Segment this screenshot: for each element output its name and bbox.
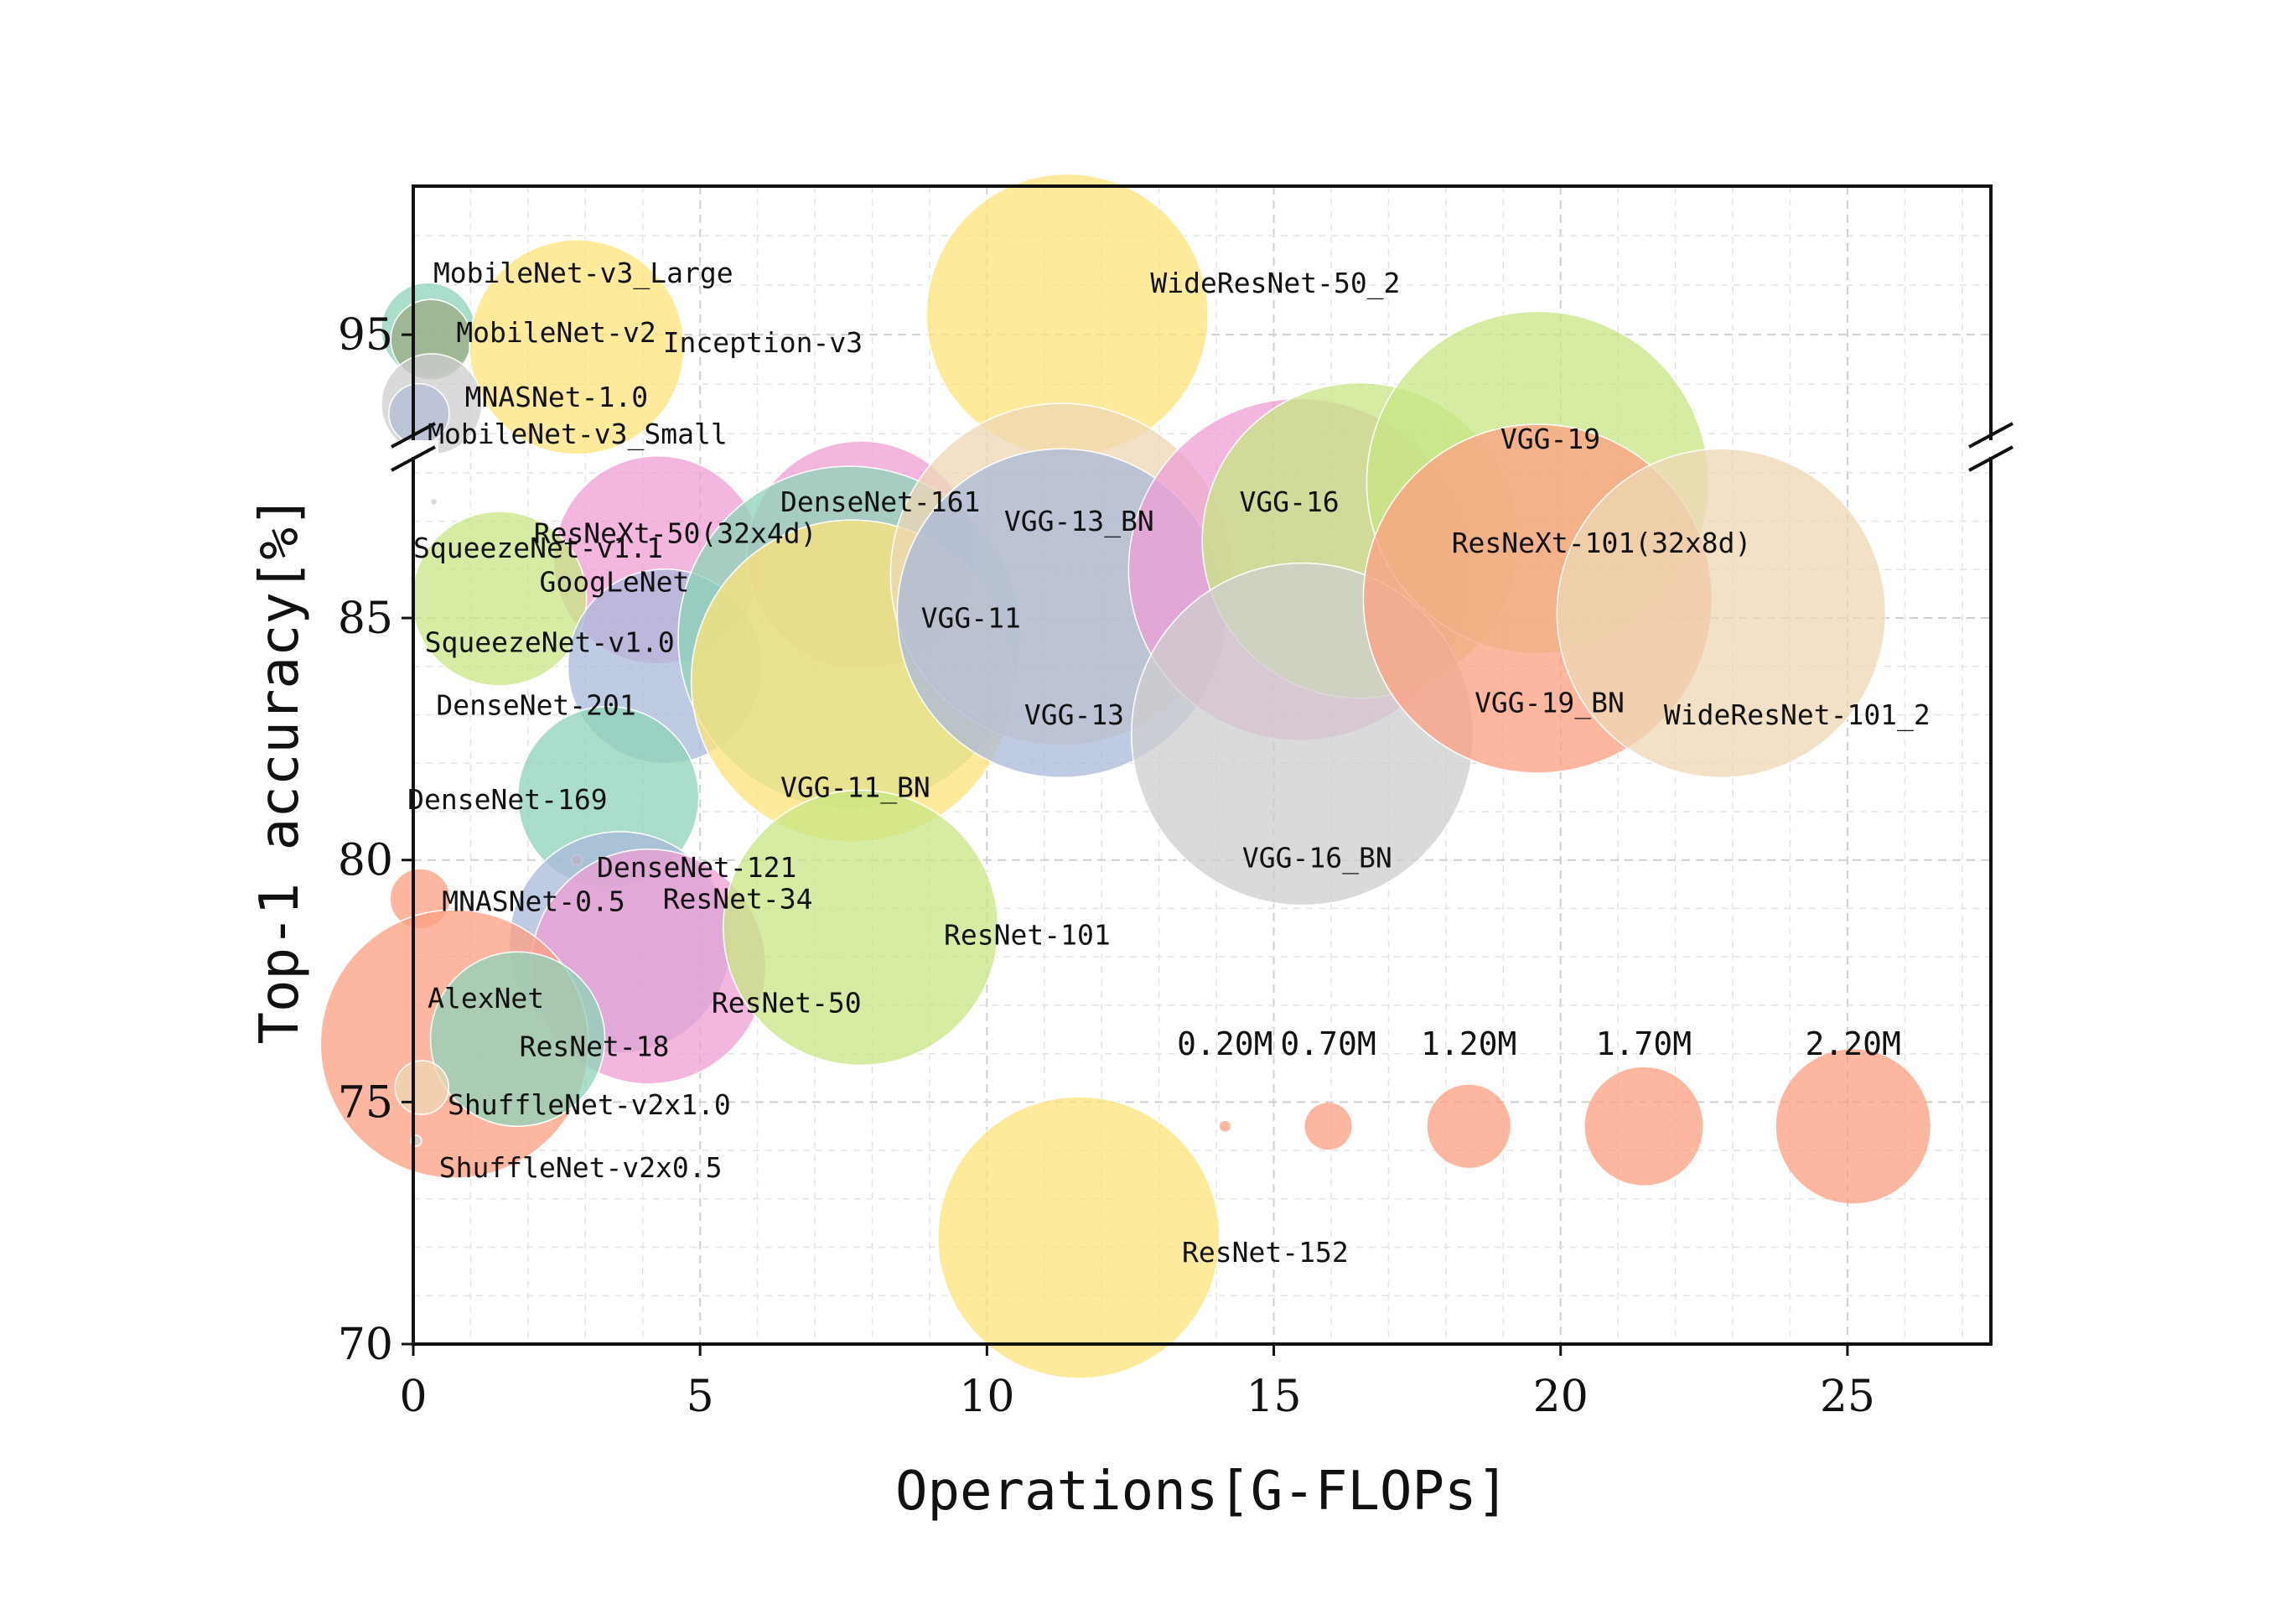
bubble-label: WideResNet-101_2	[1664, 698, 1931, 732]
bubble-label: AlexNet	[428, 982, 544, 1015]
bubble-point	[429, 497, 438, 506]
y-axis-title: Top-1 accuracy[%]	[249, 495, 311, 1044]
x-tick-label: 25	[1820, 1372, 1875, 1422]
legend-bubble	[1775, 1049, 1931, 1204]
legend-label: 1.20M	[1421, 1025, 1516, 1062]
bubble-label: MobileNet-v2	[456, 316, 656, 349]
legend-bubble	[1304, 1103, 1352, 1150]
axis-ticks: 0 5 10 15 20 25 70 75 80 85 95	[338, 310, 1875, 1422]
bubble-label: VGG-16_BN	[1242, 841, 1392, 875]
y-tick-label: 95	[338, 310, 393, 361]
bubble-label: SqueezeNet-v1.0	[425, 626, 675, 658]
break-slash	[1968, 445, 2014, 472]
bubble-label: DenseNet-121	[597, 851, 796, 884]
bubble-label: MNASNet-0.5	[442, 885, 625, 917]
bubble-label: VGG-19_BN	[1475, 687, 1625, 720]
legend-label: 1.70M	[1596, 1025, 1692, 1062]
bubble-label: GoogLeNet	[540, 565, 690, 598]
axis-break-marks	[388, 422, 2016, 472]
bubble-label: ResNet-34	[663, 882, 813, 915]
bubble-label: VGG-19	[1500, 423, 1600, 455]
y-tick-label: 75	[338, 1077, 393, 1128]
x-tick-label: 5	[687, 1372, 714, 1422]
bubble-label: VGG-11_BN	[780, 771, 930, 805]
bubble-label: SqueezeNet-v1.1	[413, 532, 663, 564]
x-tick-label: 0	[399, 1372, 427, 1422]
bubble-label: VGG-13_BN	[1004, 505, 1154, 538]
y-tick-label: 85	[338, 594, 393, 644]
break-slash	[391, 422, 436, 449]
legend-bubble	[1584, 1067, 1703, 1186]
bubble-label: DenseNet-169	[407, 783, 607, 816]
bubble-point	[429, 951, 606, 1128]
bubble-label: ShuffleNet-v2x1.0	[448, 1088, 731, 1121]
bubble-label: DenseNet-161	[780, 485, 980, 518]
legend-label: 0.70M	[1280, 1025, 1376, 1062]
bubble-label: ResNet-101	[944, 919, 1111, 952]
bubble-point	[469, 239, 685, 455]
bubble-label: VGG-11	[921, 602, 1021, 635]
size-legend: 0.20M 0.70M 1.20M 1.70M 2.20M	[1177, 1025, 1931, 1204]
x-tick-label: 20	[1533, 1372, 1589, 1422]
bubble-label: ResNet-152	[1182, 1236, 1349, 1269]
y-tick-label: 70	[338, 1320, 393, 1370]
plot-frame	[412, 184, 1993, 1346]
bubble-point	[394, 1060, 450, 1115]
bubble-label: Inception-v3	[663, 326, 863, 359]
bubble-label: MobileNet-v3_Large	[433, 257, 733, 290]
bubble-label: ResNet-50	[712, 987, 862, 1020]
bubble-label: ResNet-18	[520, 1030, 670, 1063]
bubble-point	[1556, 448, 1887, 779]
x-tick-label: 10	[959, 1372, 1014, 1422]
bubble-label: ResNeXt-101(32x8d)	[1452, 527, 1752, 559]
bubble-point	[937, 1096, 1221, 1379]
bubble-label: MNASNet-1.0	[465, 381, 649, 413]
bubble-label: ShuffleNet-v2x0.5	[439, 1151, 723, 1184]
bubbles	[319, 173, 1887, 1379]
legend-label: 2.20M	[1806, 1025, 1901, 1062]
x-tick-label: 15	[1246, 1372, 1301, 1422]
x-axis-title: Operations[G-FLOPs]	[895, 1461, 1509, 1523]
y-tick-label: 80	[338, 836, 393, 886]
bubble-label: VGG-13	[1024, 698, 1124, 731]
bubble-label: WideResNet-50_2	[1150, 267, 1400, 300]
bubble-label: MobileNet-v3_Small	[428, 418, 728, 451]
legend-bubble	[1427, 1084, 1511, 1168]
break-slash	[391, 445, 436, 472]
bubble-labels: MobileNet-v3_Large MobileNet-v2 Inception-…	[407, 257, 1931, 1269]
bubble-label: DenseNet-201	[436, 689, 635, 722]
legend-bubble	[1219, 1120, 1231, 1132]
legend-label: 0.20M	[1177, 1025, 1272, 1062]
bubble-point	[723, 789, 999, 1067]
bubble-label: ResNeXt-50(32x4d)	[534, 517, 817, 550]
bubble-label: VGG-16	[1239, 485, 1339, 518]
break-slash	[1968, 422, 2014, 449]
